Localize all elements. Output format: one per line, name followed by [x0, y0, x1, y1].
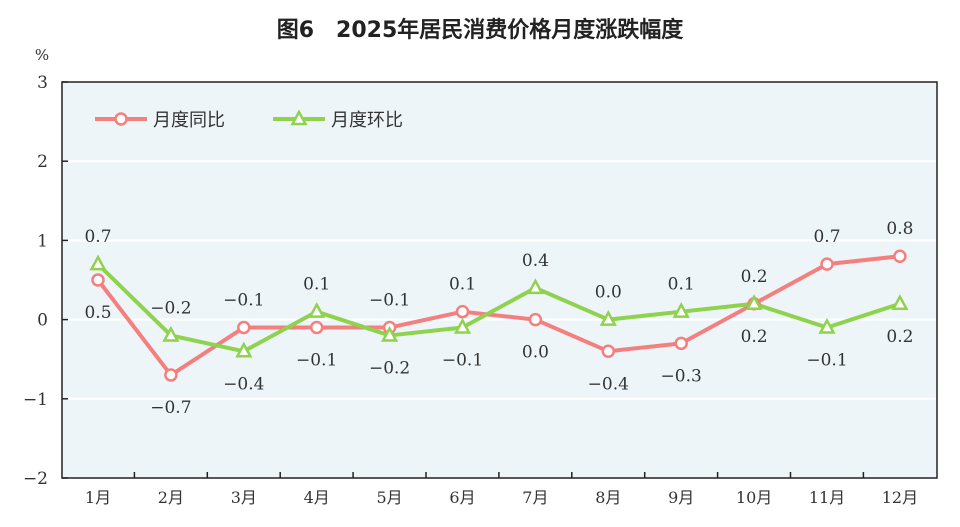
data-label: −0.3 [661, 366, 702, 386]
data-label: 0.0 [595, 283, 622, 303]
data-label: 0.4 [522, 251, 549, 271]
x-tick-label: 3月 [231, 488, 257, 507]
data-label: −0.2 [150, 298, 191, 318]
legend-triangle-icon [290, 109, 308, 126]
y-tick-label: 1 [37, 231, 48, 251]
data-label: 0.2 [741, 267, 768, 287]
data-label: 0.8 [886, 219, 913, 239]
data-point-circle [893, 249, 907, 263]
y-tick-label: 0 [37, 311, 48, 331]
data-label: 0.5 [84, 303, 111, 323]
y-tick-label: 2 [37, 152, 48, 172]
chart-title: 图6 2025年居民消费价格月度涨跌幅度 [276, 18, 684, 43]
x-tick-label: 5月 [377, 488, 403, 507]
data-label: 0.1 [449, 275, 476, 295]
data-point-circle [309, 320, 324, 335]
x-tick-label: 9月 [668, 488, 694, 507]
data-point-circle [455, 304, 470, 319]
data-point-circle [674, 336, 688, 351]
data-label: 0.1 [303, 275, 330, 295]
x-tick-label: 8月 [595, 488, 621, 507]
data-label: 0.2 [886, 327, 913, 347]
y-tick-label: −1 [23, 390, 48, 410]
data-point-triangle [453, 317, 472, 334]
x-tick-label: 1月 [85, 488, 111, 507]
data-label: −0.1 [806, 351, 847, 371]
legend-label: 月度同比 [153, 110, 225, 131]
x-tick-label: 2月 [158, 488, 184, 507]
data-label: 0.7 [813, 227, 840, 247]
data-label: 0.2 [741, 327, 768, 347]
plot-area [62, 82, 937, 478]
data-point-circle [528, 312, 543, 327]
y-axis-unit: % [35, 46, 49, 64]
data-point-triangle [526, 278, 544, 295]
data-label: −0.7 [150, 398, 191, 418]
data-point-circle [91, 273, 105, 287]
data-point-triangle [89, 254, 107, 271]
series-line-0 [96, 254, 901, 378]
data-point-circle [820, 257, 834, 271]
data-label: −0.1 [223, 291, 264, 311]
x-tick-label: 10月 [736, 488, 772, 507]
series-line-1 [96, 262, 901, 354]
x-tick-label: 6月 [449, 488, 475, 507]
data-point-triangle [162, 325, 180, 342]
data-label: −0.1 [369, 291, 410, 311]
data-label: 0.0 [522, 343, 549, 363]
y-tick-label: −2 [23, 469, 48, 489]
legend-label: 月度环比 [331, 110, 403, 131]
data-label: −0.4 [588, 374, 629, 394]
x-tick-label: 4月 [304, 488, 330, 507]
data-point-circle [164, 368, 178, 382]
data-point-circle [601, 344, 616, 359]
data-point-triangle [381, 325, 399, 342]
data-point-triangle [308, 302, 326, 318]
x-tick-label: 11月 [809, 488, 845, 507]
data-point-triangle [235, 341, 253, 358]
x-tick-label: 7月 [522, 488, 548, 507]
legend-circle-icon [114, 112, 128, 126]
data-point-circle [237, 320, 251, 335]
data-label: −0.4 [223, 374, 264, 394]
x-tick-label: 12月 [882, 488, 918, 507]
data-point-triangle [745, 294, 763, 311]
data-point-triangle [672, 302, 690, 318]
data-label: −0.2 [369, 358, 410, 378]
data-label: 0.7 [84, 227, 111, 247]
y-tick-label: 3 [37, 73, 48, 93]
data-point-triangle [599, 309, 617, 326]
data-point-triangle [891, 294, 909, 311]
data-point-triangle [818, 317, 836, 334]
data-label: −0.1 [442, 351, 483, 371]
data-label: −0.1 [296, 351, 337, 371]
data-label: 0.1 [668, 275, 695, 295]
